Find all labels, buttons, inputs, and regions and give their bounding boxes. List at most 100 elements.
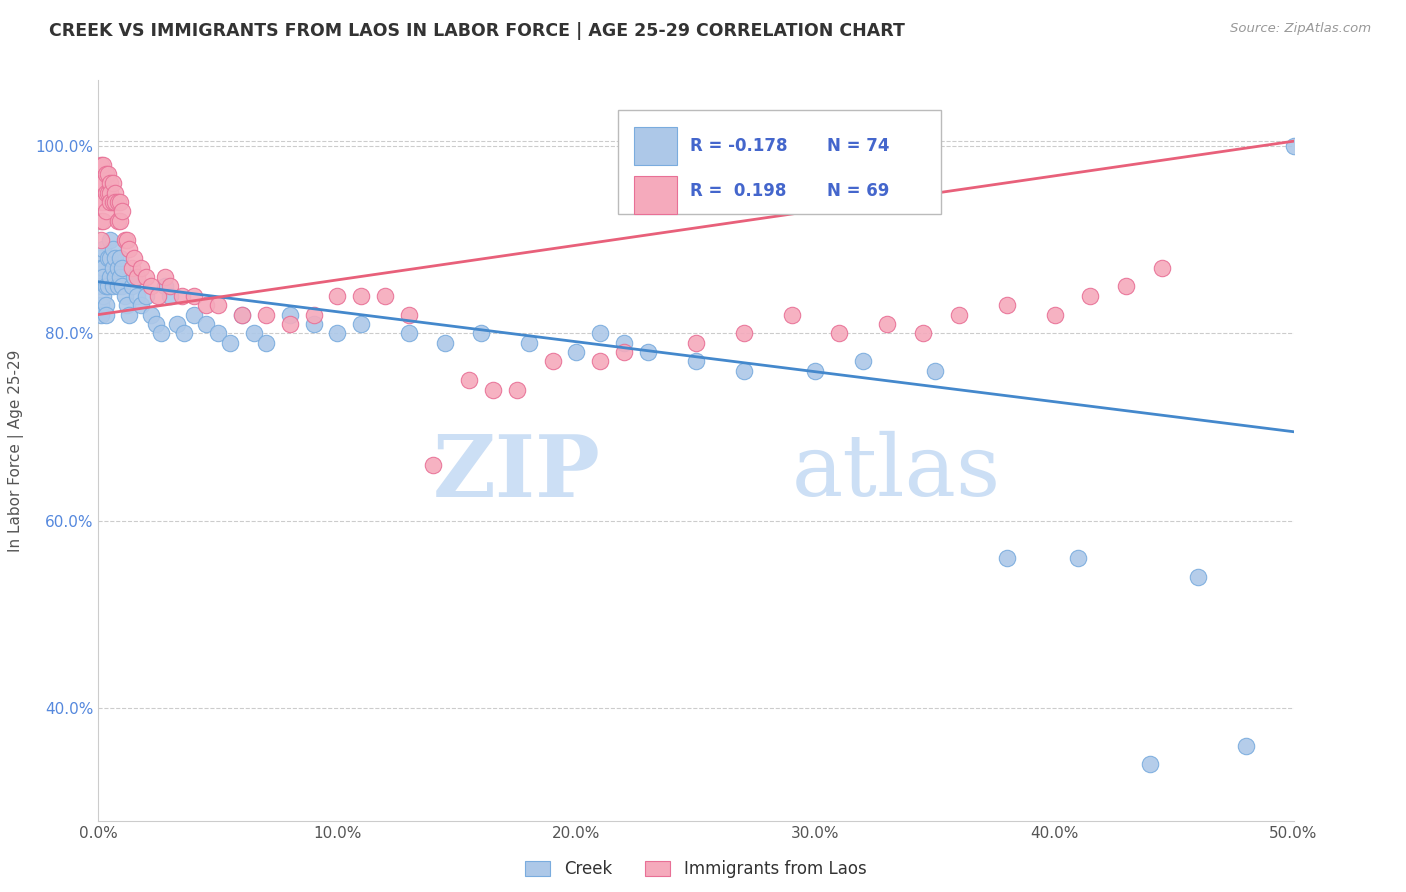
- Point: [148, 289, 170, 303]
- Point: [97, 252, 120, 266]
- Point: [98, 270, 122, 285]
- Point: [302, 308, 325, 322]
- Point: [115, 298, 138, 312]
- Point: [1043, 308, 1066, 322]
- Point: [278, 308, 301, 322]
- Point: [231, 308, 253, 322]
- Point: [114, 289, 136, 303]
- Point: [733, 326, 755, 341]
- Point: [458, 373, 481, 387]
- Point: [1139, 757, 1161, 772]
- Point: [90, 195, 112, 210]
- Point: [90, 279, 112, 293]
- Point: [517, 335, 540, 350]
- Point: [589, 354, 612, 368]
- Point: [91, 195, 114, 210]
- Text: atlas: atlas: [792, 431, 1001, 515]
- Point: [589, 326, 612, 341]
- Point: [104, 195, 127, 210]
- Point: [111, 204, 134, 219]
- Point: [124, 252, 146, 266]
- Point: [1067, 551, 1090, 566]
- Point: [101, 279, 124, 293]
- Point: [91, 242, 114, 256]
- Point: [733, 364, 755, 378]
- Point: [155, 270, 177, 285]
- Point: [94, 298, 117, 312]
- Point: [97, 167, 120, 181]
- Point: [219, 335, 242, 350]
- Text: Source: ZipAtlas.com: Source: ZipAtlas.com: [1230, 22, 1371, 36]
- Point: [613, 335, 636, 350]
- Point: [94, 186, 117, 200]
- Point: [97, 186, 120, 200]
- Point: [398, 326, 420, 341]
- Point: [101, 195, 124, 210]
- Point: [166, 317, 188, 331]
- Point: [374, 289, 396, 303]
- Point: [326, 289, 349, 303]
- Point: [104, 252, 127, 266]
- Point: [995, 298, 1018, 312]
- Point: [90, 233, 112, 247]
- Point: [326, 326, 349, 341]
- Point: [98, 186, 122, 200]
- Point: [98, 233, 122, 247]
- Point: [98, 177, 122, 191]
- Point: [481, 383, 505, 397]
- Point: [91, 260, 114, 275]
- Text: N = 69: N = 69: [827, 182, 890, 200]
- Point: [104, 186, 127, 200]
- Point: [183, 289, 205, 303]
- Point: [1115, 279, 1137, 293]
- FancyBboxPatch shape: [619, 110, 941, 213]
- Point: [506, 383, 529, 397]
- Point: [948, 308, 970, 322]
- Point: [90, 298, 112, 312]
- Point: [172, 289, 194, 303]
- Point: [90, 214, 112, 228]
- Point: [1080, 289, 1102, 303]
- Point: [828, 326, 851, 341]
- Point: [685, 335, 707, 350]
- Point: [145, 317, 167, 331]
- Point: [90, 177, 112, 191]
- Point: [195, 298, 218, 312]
- Point: [804, 364, 827, 378]
- Point: [98, 195, 122, 210]
- Point: [350, 289, 373, 303]
- Point: [1187, 570, 1209, 584]
- Text: N = 74: N = 74: [827, 137, 890, 155]
- Point: [94, 308, 117, 322]
- Point: [91, 177, 114, 191]
- Point: [924, 364, 946, 378]
- Y-axis label: In Labor Force | Age 25-29: In Labor Force | Age 25-29: [8, 350, 24, 551]
- Point: [91, 270, 114, 285]
- Point: [108, 270, 131, 285]
- Point: [470, 326, 492, 341]
- Point: [97, 279, 120, 293]
- Point: [101, 242, 124, 256]
- Point: [111, 279, 134, 293]
- Point: [350, 317, 373, 331]
- Point: [995, 551, 1018, 566]
- Point: [98, 252, 122, 266]
- Point: [101, 177, 124, 191]
- FancyBboxPatch shape: [634, 176, 676, 214]
- Point: [613, 345, 636, 359]
- Point: [173, 326, 195, 341]
- Point: [183, 308, 205, 322]
- Point: [107, 279, 129, 293]
- Point: [852, 354, 875, 368]
- Point: [121, 260, 143, 275]
- Point: [115, 233, 138, 247]
- Point: [107, 214, 129, 228]
- Point: [254, 308, 277, 322]
- Point: [91, 158, 114, 172]
- Point: [195, 317, 218, 331]
- Text: CREEK VS IMMIGRANTS FROM LAOS IN LABOR FORCE | AGE 25-29 CORRELATION CHART: CREEK VS IMMIGRANTS FROM LAOS IN LABOR F…: [49, 22, 905, 40]
- Point: [94, 279, 117, 293]
- Point: [565, 345, 588, 359]
- Point: [278, 317, 301, 331]
- Point: [125, 270, 148, 285]
